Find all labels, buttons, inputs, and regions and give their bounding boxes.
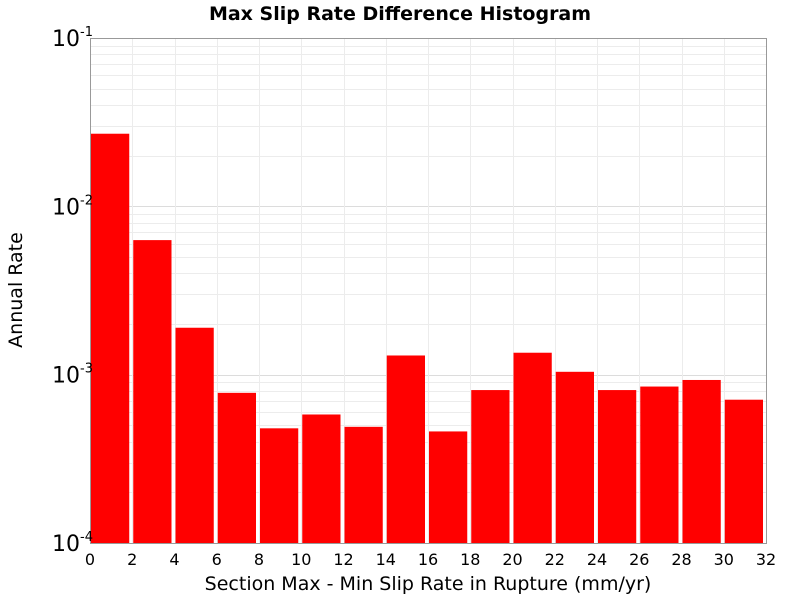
x-tick-label: 20: [502, 550, 522, 569]
bar: [513, 352, 552, 543]
x-tick-label: 12: [333, 550, 353, 569]
x-tick-label: 6: [212, 550, 222, 569]
y-tick-label: 10-2: [52, 193, 93, 220]
x-tick-label: 4: [169, 550, 179, 569]
bar: [302, 414, 341, 543]
y-tick-label: 10-4: [52, 530, 93, 557]
x-tick-label: 30: [714, 550, 734, 569]
bar: [640, 386, 679, 543]
bar: [555, 371, 594, 543]
bar: [133, 240, 172, 543]
bar: [344, 426, 383, 543]
x-tick-label: 16: [418, 550, 438, 569]
bar: [386, 355, 425, 543]
y-tick-labels: 10-4 10-3 10-2 10-1: [52, 25, 93, 557]
x-tick-label: 10: [291, 550, 311, 569]
bar: [682, 379, 721, 543]
y-axis-label: Annual Rate: [5, 232, 27, 348]
x-tick-label: 26: [629, 550, 649, 569]
bar: [91, 133, 130, 543]
bar: [429, 431, 468, 543]
x-tick-label: 14: [376, 550, 396, 569]
y-tick-label: 10-1: [52, 25, 93, 52]
x-tick-label: 2: [127, 550, 137, 569]
bars: [91, 133, 763, 543]
x-tick-label: 32: [756, 550, 776, 569]
x-tick-label: 18: [460, 550, 480, 569]
x-axis-label: Section Max - Min Slip Rate in Rupture (…: [205, 573, 652, 595]
chart-title: Max Slip Rate Difference Histogram: [209, 3, 591, 25]
y-tick-label: 10-3: [52, 362, 93, 389]
x-tick-label: 22: [545, 550, 565, 569]
x-tick-label: 28: [671, 550, 691, 569]
x-tick-label: 0: [85, 550, 95, 569]
x-tick-label: 8: [254, 550, 264, 569]
x-tick-label: 24: [587, 550, 607, 569]
bar: [598, 390, 637, 543]
bar: [217, 392, 256, 543]
plot-frame: [90, 38, 767, 544]
bar: [471, 390, 510, 543]
bar: [260, 428, 299, 543]
x-tick-labels: 0 2 4 6 8 10 12 14 16 18 20 22 24 26 28 30 32: [85, 550, 776, 569]
bar: [175, 327, 214, 543]
bar: [724, 399, 763, 543]
